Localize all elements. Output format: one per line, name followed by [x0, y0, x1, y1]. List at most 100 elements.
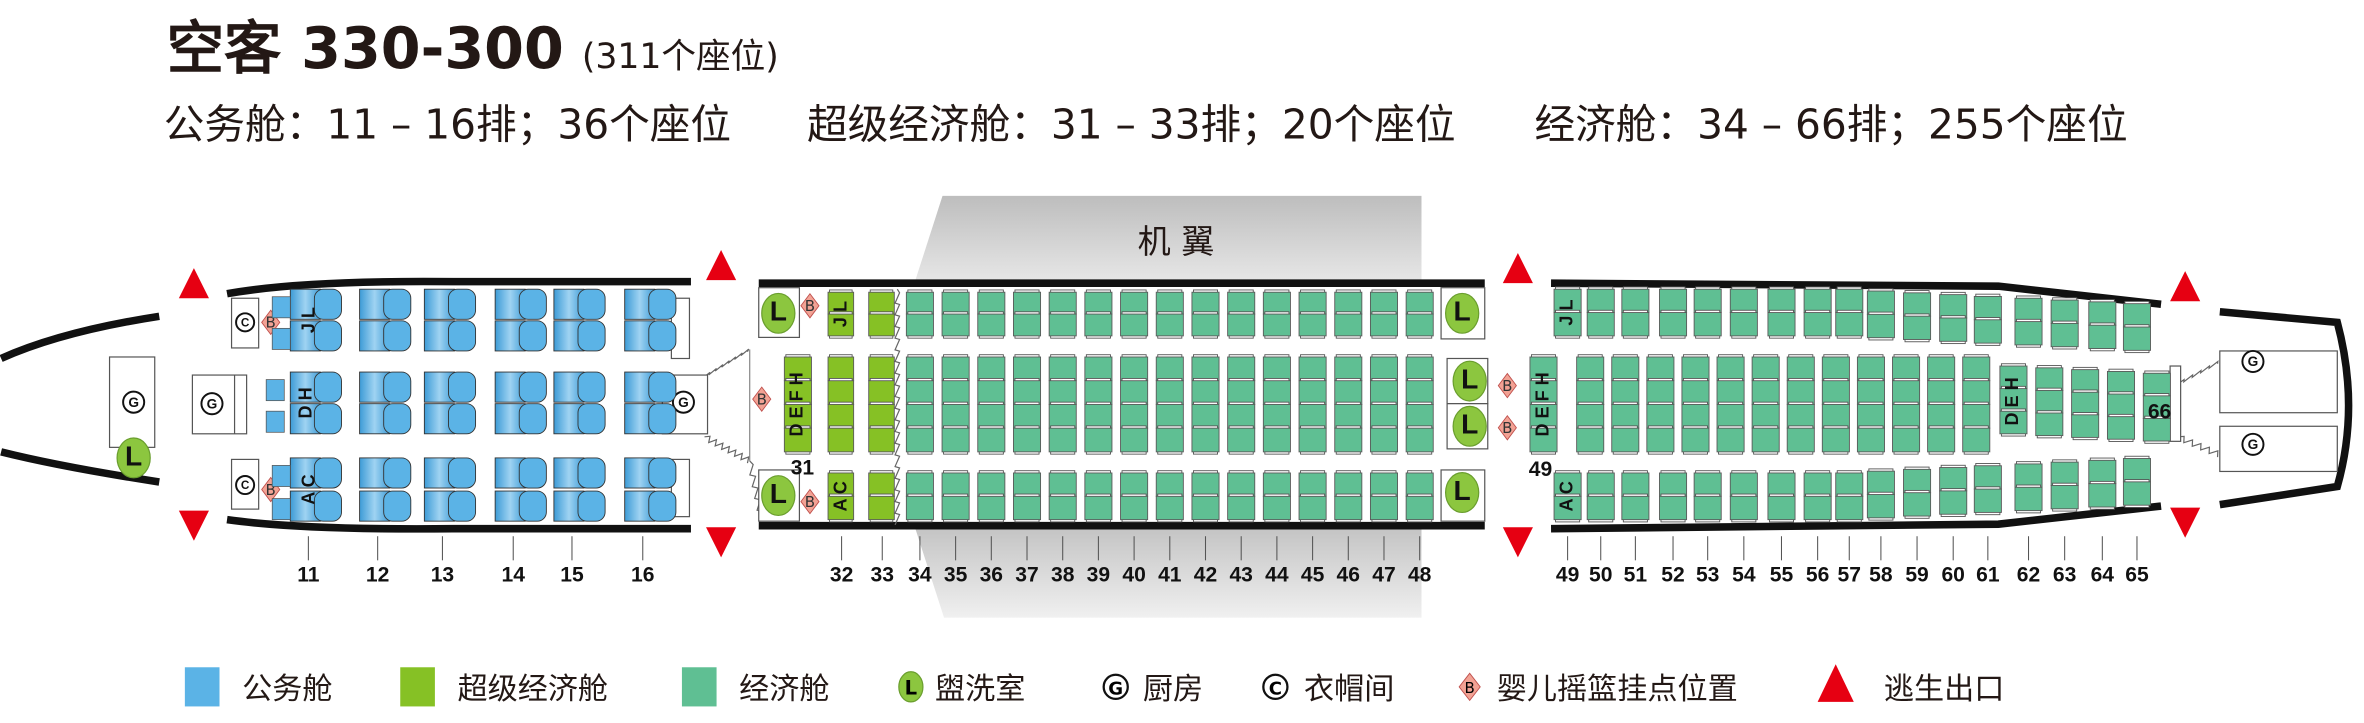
footrest: [271, 296, 291, 319]
seat: [1821, 380, 1850, 405]
row-label: 32: [830, 563, 853, 586]
seat: [2122, 303, 2151, 328]
seat-letters: D E F H: [1532, 372, 1552, 436]
seat: [1012, 380, 1042, 405]
business-seat: [383, 288, 412, 320]
galley-icon: [2241, 349, 2265, 374]
galley-icon: [122, 390, 146, 414]
seat: [2014, 463, 2043, 488]
seat: [1621, 495, 1650, 521]
business-seat: [518, 320, 547, 352]
galley-icon: [200, 392, 224, 416]
seat: [827, 356, 855, 382]
seat: [941, 495, 970, 521]
seat: [1659, 472, 1688, 497]
seat: [827, 403, 855, 429]
legend-label-exit: 逃生出口: [1884, 672, 2004, 707]
business-seat: [448, 403, 477, 435]
seat: [1892, 403, 1921, 429]
exit-icon: [1502, 527, 1533, 558]
seat: [1529, 427, 1558, 453]
seat: [2122, 481, 2151, 506]
row-label: 58: [1869, 563, 1893, 586]
business-seat: [577, 320, 606, 352]
bassinet-icon: [1458, 672, 1481, 702]
seat: [1084, 403, 1113, 429]
seat: [1576, 356, 1605, 382]
seat: [1298, 495, 1327, 521]
wing-bottom: [915, 528, 1422, 618]
seat: [977, 472, 1006, 497]
seat: [1973, 465, 2002, 490]
row-label: 46: [1337, 563, 1360, 586]
row-label: 42: [1194, 563, 1217, 586]
seat: [1048, 495, 1077, 521]
seat: [1262, 472, 1291, 497]
row-label: 16: [631, 563, 654, 586]
seat: [2106, 370, 2136, 395]
connector: [704, 348, 750, 378]
seat: [1939, 317, 1968, 342]
lavatory-icon: [1444, 292, 1480, 334]
footrest: [265, 410, 285, 433]
row-label: 13: [431, 563, 454, 586]
business-seat: [577, 403, 606, 435]
seat-letters: D H: [296, 387, 316, 418]
seat: [1939, 294, 1968, 319]
seat: [1048, 380, 1077, 405]
nose-outline-top: [0, 312, 160, 362]
seat: [1369, 403, 1398, 429]
exit-icon: [2170, 507, 2201, 538]
seat: [977, 427, 1006, 453]
row-label: 12: [366, 563, 389, 586]
seat: [1405, 291, 1434, 315]
bassinet-letter: B: [757, 390, 767, 408]
seat: [905, 356, 934, 382]
row-label: 43: [1229, 563, 1252, 586]
seat: [1227, 403, 1256, 429]
seat: [1048, 313, 1077, 337]
business-seat: [518, 288, 547, 320]
seat: [1120, 472, 1149, 497]
seat: [1803, 495, 1832, 521]
seat: [1048, 291, 1077, 315]
seat: [2050, 299, 2079, 324]
row-label: 65: [2125, 563, 2149, 586]
lavatory-icon: [1452, 360, 1487, 402]
seat: [1767, 495, 1796, 521]
seat: [1856, 380, 1885, 405]
legend-label-closet: 衣帽间: [1304, 672, 1394, 707]
seat: [868, 472, 895, 497]
seat: [1939, 467, 1968, 492]
seat: [1892, 427, 1921, 453]
seat: [1191, 291, 1220, 315]
lavatory-icon: [898, 671, 924, 703]
seat: [1012, 313, 1042, 337]
seat: [905, 495, 934, 521]
seat: [1298, 427, 1327, 453]
seat: [1621, 288, 1650, 313]
fuselage-top-section3: [1551, 279, 2162, 309]
seat: [1903, 292, 1932, 317]
seat: [1729, 312, 1758, 337]
seat: [1856, 356, 1885, 382]
seat: [1084, 313, 1113, 337]
seat: [1369, 313, 1398, 337]
lavatory-icon: [1444, 472, 1480, 514]
closet-icon: [235, 474, 256, 496]
row-label: 37: [1015, 563, 1038, 586]
seat: [1405, 495, 1434, 521]
seat: [1716, 427, 1745, 453]
seat: [977, 380, 1006, 405]
seat: [1191, 495, 1220, 521]
seat: [1084, 495, 1113, 521]
seat: [1767, 472, 1796, 497]
exit-icon: [178, 268, 209, 299]
business-seat: [577, 457, 606, 489]
row-label-66: 66: [2148, 401, 2171, 424]
wing-top: [915, 195, 1422, 281]
seat: [1155, 495, 1184, 521]
galley-icon-letter: G: [678, 395, 689, 410]
seat: [1405, 427, 1434, 453]
